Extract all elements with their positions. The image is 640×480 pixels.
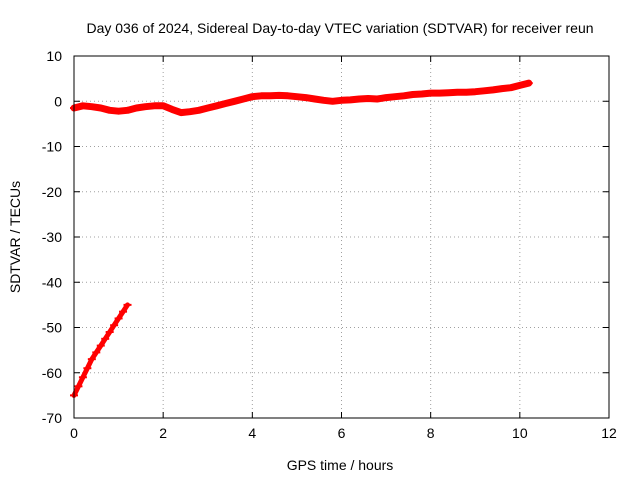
series-band	[70, 79, 533, 117]
x-tick-label: 2	[159, 425, 167, 441]
y-tick-label: -70	[42, 410, 62, 426]
y-tick-label: -20	[42, 184, 62, 200]
x-tick-label: 0	[70, 425, 78, 441]
y-tick-label: -50	[42, 320, 62, 336]
x-ticks: 0 2 4 6 8 10 12	[70, 56, 617, 441]
grid-lines	[74, 56, 609, 418]
data-series	[70, 79, 533, 398]
y-tick-label: -10	[42, 139, 62, 155]
x-tick-label: 12	[601, 425, 617, 441]
x-axis-label: GPS time / hours	[287, 457, 394, 473]
y-axis-label: SDTVAR / TECUs	[7, 181, 23, 293]
x-tick-label: 10	[512, 425, 528, 441]
x-tick-label: 6	[338, 425, 346, 441]
y-tick-label: -60	[42, 365, 62, 381]
y-tick-label: -30	[42, 229, 62, 245]
y-ticks: 10 0 -10 -20 -30 -40 -50 -60 -70	[42, 48, 609, 426]
chart-title: Day 036 of 2024, Sidereal Day-to-day VTE…	[86, 20, 593, 36]
y-tick-label: -40	[42, 274, 62, 290]
x-tick-label: 4	[248, 425, 256, 441]
y-tick-label: 10	[46, 48, 62, 64]
x-tick-label: 8	[427, 425, 435, 441]
y-tick-label: 0	[54, 93, 62, 109]
